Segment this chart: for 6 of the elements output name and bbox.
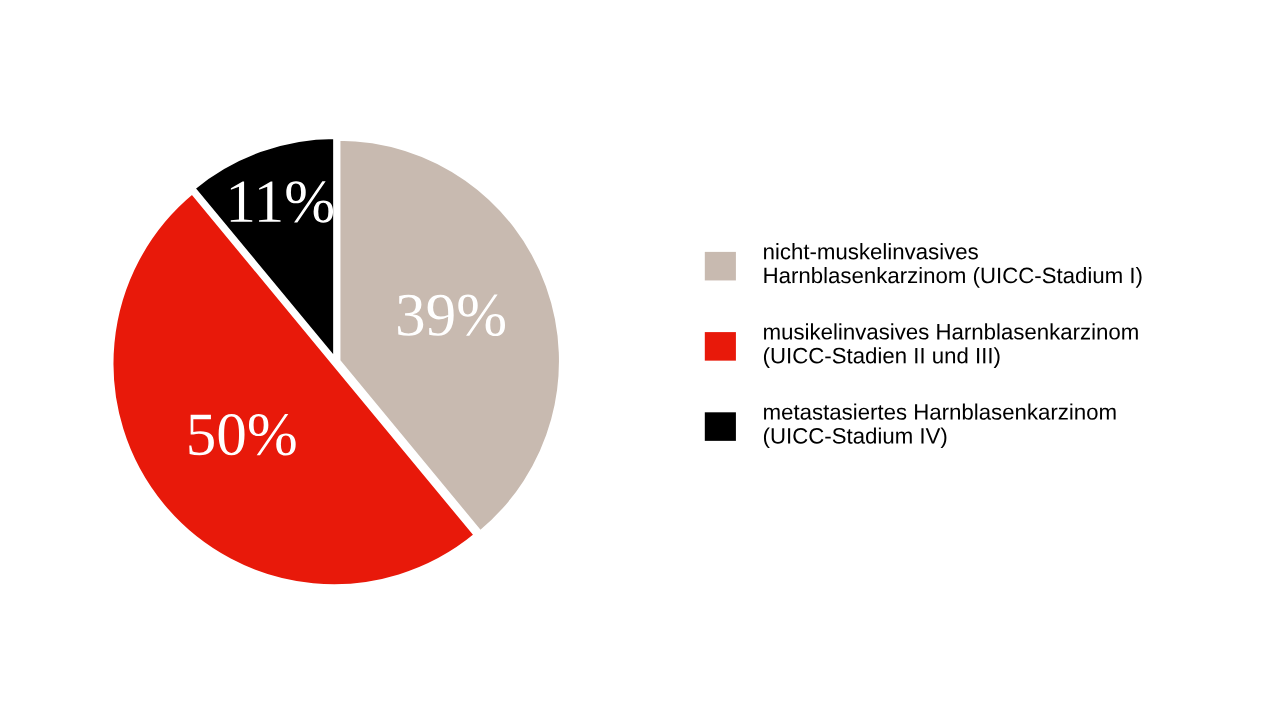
data-label: 50% <box>189 414 296 456</box>
legend-label: nicht-muskelinvasives Harnblasenkarzinom (UICC-Stadium I) <box>764 243 1142 288</box>
legend-label: metastasiertes Harnblasenkarzinom (UICC-Stadium IV) <box>763 403 1116 449</box>
legend-label: musikelinvasives Harnblasenkarzinom (UICC-Stadien II und III) <box>763 323 1138 368</box>
data-label: 39% <box>398 294 506 337</box>
data-label: 11% <box>230 181 334 223</box>
